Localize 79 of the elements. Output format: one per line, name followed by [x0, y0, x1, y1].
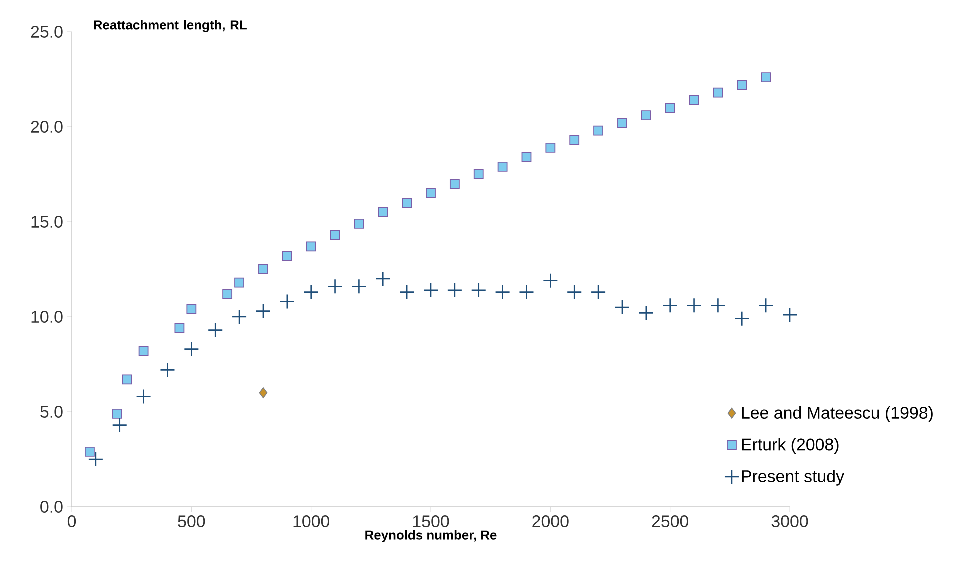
- point: [737, 80, 748, 90]
- point: [570, 135, 580, 146]
- point: [665, 103, 676, 113]
- point: [686, 298, 702, 314]
- point: [88, 452, 104, 468]
- point: [208, 322, 224, 338]
- point: [399, 284, 415, 300]
- point: [522, 152, 532, 162]
- point: [543, 273, 558, 289]
- point: [402, 198, 412, 208]
- point: [498, 162, 508, 172]
- point: [112, 408, 122, 419]
- point: [330, 230, 340, 240]
- point: [138, 346, 149, 356]
- point: [160, 362, 176, 378]
- point: [614, 300, 630, 316]
- legend-label: Lee and Mateescu (1998): [742, 406, 933, 422]
- point: [662, 298, 678, 314]
- point: [184, 342, 200, 357]
- point: [450, 179, 460, 189]
- point: [258, 264, 268, 274]
- x-tick-label: 0: [68, 516, 76, 528]
- point: [594, 126, 604, 136]
- point: [782, 307, 798, 323]
- point: [474, 170, 484, 180]
- point: [282, 251, 292, 262]
- point: [186, 304, 197, 314]
- point: [426, 188, 436, 198]
- point: [734, 311, 750, 327]
- point: [352, 278, 367, 294]
- point: [122, 374, 132, 385]
- point: [259, 388, 268, 398]
- y-tick-label: 0.0: [40, 501, 63, 514]
- point: [495, 284, 510, 300]
- point: [174, 323, 185, 334]
- x-tick-label: 1500: [413, 516, 450, 528]
- point: [618, 118, 628, 128]
- point: [85, 446, 95, 457]
- y-tick-label: 25.0: [31, 26, 63, 38]
- point: [713, 88, 724, 98]
- point: [328, 278, 343, 294]
- point: [234, 278, 244, 288]
- legend-label: Present study: [742, 470, 844, 486]
- point: [471, 282, 487, 298]
- point: [423, 282, 439, 298]
- point: [112, 418, 128, 433]
- y-tick-label: 15.0: [32, 216, 63, 228]
- x-tick-label: 1000: [294, 516, 330, 528]
- point: [689, 95, 700, 106]
- y-tick-label: 20.0: [31, 121, 63, 133]
- point: [641, 110, 652, 121]
- point: [710, 298, 726, 314]
- y-axis-title: Reattachment length, RL: [94, 20, 247, 32]
- point: [758, 298, 774, 314]
- point: [590, 284, 606, 300]
- x-tick-label: 2500: [652, 516, 689, 528]
- point: [232, 309, 248, 325]
- point: [519, 284, 534, 300]
- x-axis-title: Reynolds number, Re: [366, 530, 497, 542]
- point: [256, 304, 272, 319]
- point: [566, 284, 582, 300]
- point: [280, 294, 296, 310]
- point: [354, 218, 364, 229]
- y-tick-label: 10.0: [32, 311, 63, 323]
- point: [304, 284, 319, 300]
- y-tick-label: 5.0: [40, 406, 63, 418]
- point: [761, 72, 772, 83]
- point: [638, 306, 654, 321]
- legend-label: Erturk (2008): [742, 438, 839, 454]
- point: [222, 289, 233, 300]
- point: [306, 242, 316, 252]
- x-tick-label: 500: [178, 516, 206, 528]
- point: [447, 282, 463, 298]
- point: [136, 389, 152, 404]
- point: [378, 208, 388, 218]
- x-tick-label: 3000: [772, 516, 808, 528]
- x-tick-label: 2000: [532, 516, 569, 528]
- point: [375, 271, 391, 287]
- point: [546, 142, 556, 153]
